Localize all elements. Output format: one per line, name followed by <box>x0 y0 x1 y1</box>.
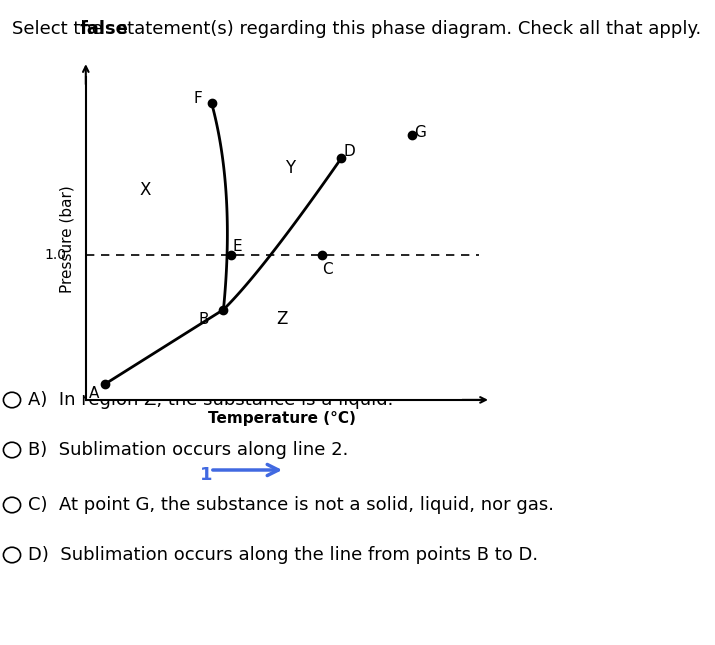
Text: 3: 3 <box>420 338 433 356</box>
Text: false: false <box>80 20 129 38</box>
Text: 2: 2 <box>155 321 167 339</box>
Text: 1.0: 1.0 <box>44 248 66 262</box>
Text: E: E <box>232 239 242 254</box>
Text: F: F <box>194 91 202 106</box>
Text: X: X <box>139 181 150 199</box>
Text: D: D <box>343 144 355 159</box>
Text: 1: 1 <box>200 466 212 484</box>
Text: A)  In region Z, the substance is a liquid.: A) In region Z, the substance is a liqui… <box>28 391 393 409</box>
Text: D)  Sublimation occurs along the line from points B to D.: D) Sublimation occurs along the line fro… <box>28 546 538 564</box>
Text: B: B <box>199 312 209 327</box>
Text: Select the: Select the <box>12 20 109 38</box>
Text: statement(s) regarding this phase diagram. Check all that apply.: statement(s) regarding this phase diagra… <box>112 20 701 38</box>
X-axis label: Temperature (°C): Temperature (°C) <box>209 411 356 426</box>
Text: G: G <box>414 124 426 140</box>
Y-axis label: Pressure (bar): Pressure (bar) <box>59 184 74 293</box>
Text: C)  At point G, the substance is not a solid, liquid, nor gas.: C) At point G, the substance is not a so… <box>28 496 554 514</box>
Text: Z: Z <box>277 310 288 328</box>
Text: C: C <box>322 262 333 277</box>
Text: Y: Y <box>285 159 295 177</box>
Text: B)  Sublimation occurs along line 2.: B) Sublimation occurs along line 2. <box>28 441 348 459</box>
Text: A: A <box>89 386 99 401</box>
